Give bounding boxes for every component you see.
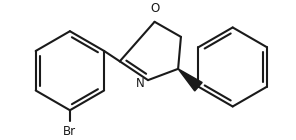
Polygon shape: [178, 69, 202, 91]
Text: O: O: [150, 2, 159, 15]
Text: Br: Br: [63, 125, 76, 138]
Text: N: N: [136, 77, 145, 90]
